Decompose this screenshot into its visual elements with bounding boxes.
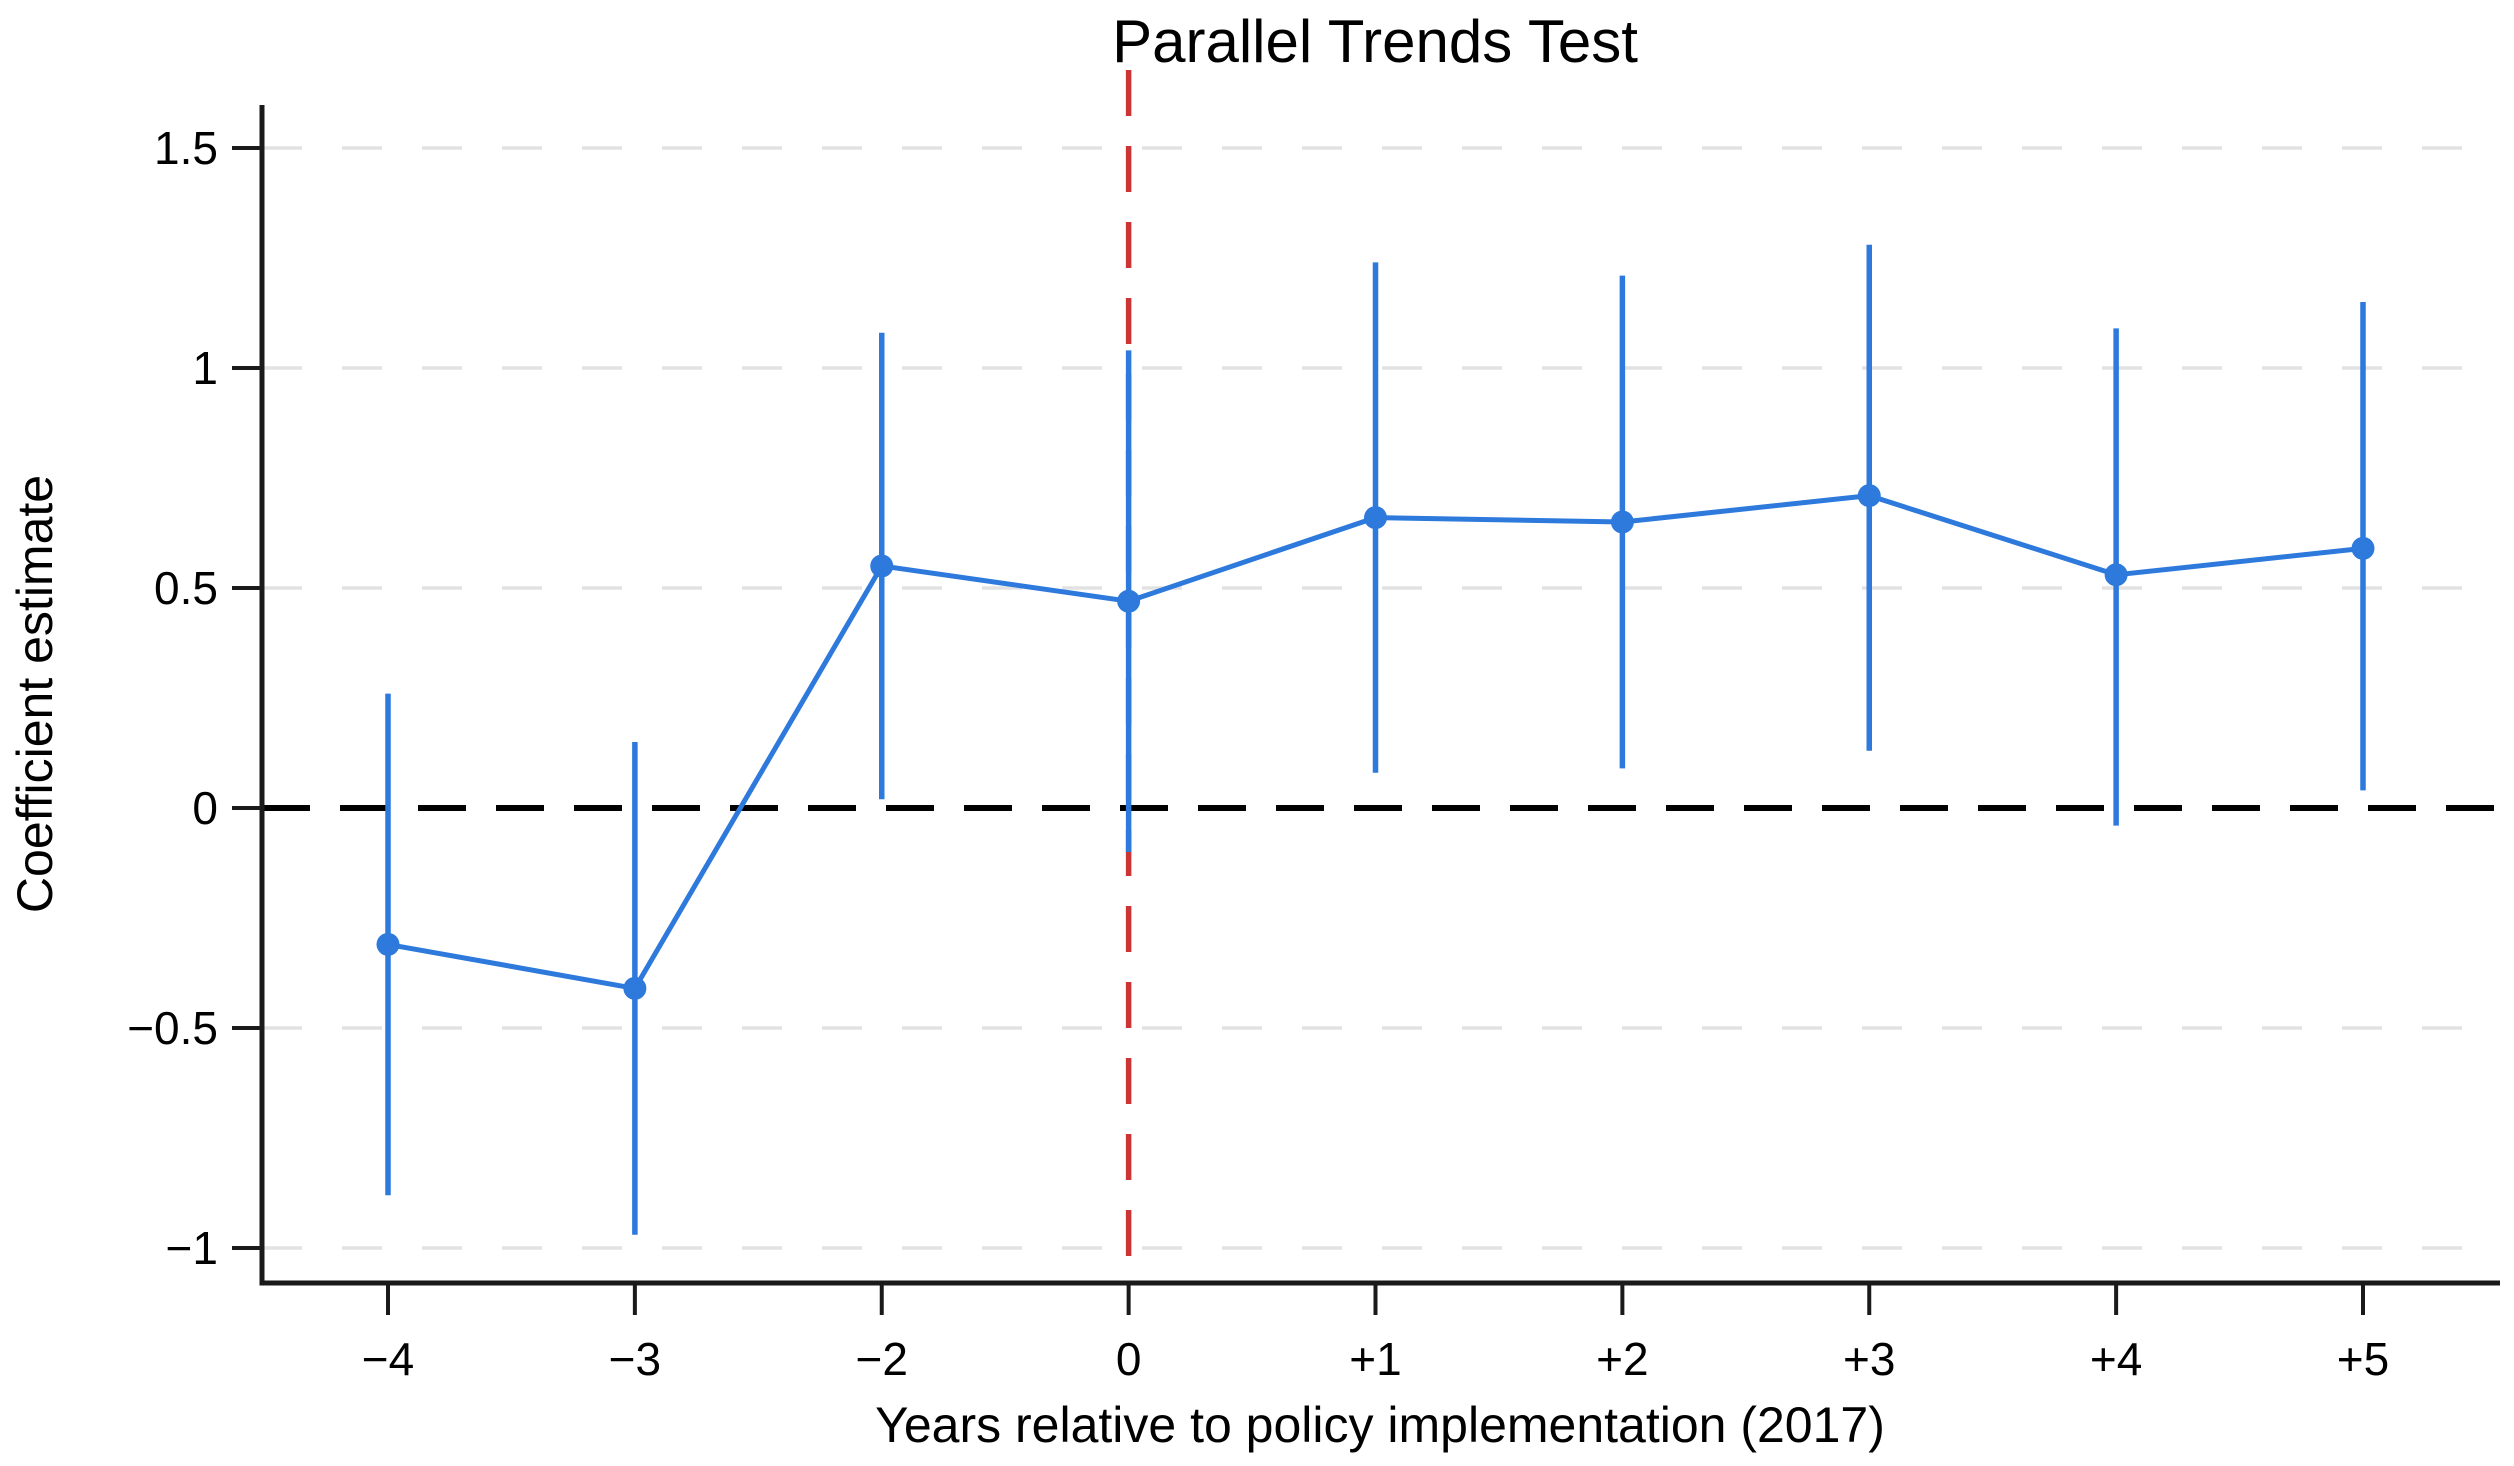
x-axis-label: Years relative to policy implementation …: [875, 1397, 1885, 1453]
y-axis-label: Coefficient estimate: [7, 475, 63, 913]
x-tick-label: +2: [1596, 1333, 1648, 1385]
y-tick-label: 1: [192, 342, 218, 394]
data-point-marker: [376, 932, 400, 956]
x-tick-label: +4: [2090, 1333, 2142, 1385]
x-tick-label: +3: [1843, 1333, 1895, 1385]
y-tick-label: 0: [192, 782, 218, 834]
data-point-marker: [623, 976, 647, 1000]
plot-area: 1.5 1 0.5 0 −0.5 −1 −4 −3 −2 0 +1 +2 +3 +4 +5: [127, 70, 2500, 1385]
data-point-marker: [1117, 589, 1141, 613]
data-point-marker: [2104, 563, 2128, 587]
data-point-marker: [870, 554, 894, 578]
data-point-marker: [1364, 506, 1387, 530]
x-tick-label: +1: [1349, 1333, 1401, 1385]
y-tick-label: −1: [166, 1222, 218, 1274]
data-point-marker: [2351, 536, 2375, 560]
y-tick-label: 0.5: [154, 562, 218, 614]
x-tick-label: +5: [2337, 1333, 2389, 1385]
y-tick-label: −0.5: [127, 1002, 218, 1054]
x-tick-label: −2: [856, 1333, 908, 1385]
x-tick-label: −3: [609, 1333, 661, 1385]
chart-title: Parallel Trends Test: [1112, 8, 1638, 75]
data-point-marker: [1610, 510, 1634, 534]
x-tick-label: −4: [362, 1333, 414, 1385]
y-tick-label: 1.5: [154, 122, 218, 174]
x-tick-label: 0: [1116, 1333, 1142, 1385]
data-point-marker: [1857, 484, 1881, 508]
